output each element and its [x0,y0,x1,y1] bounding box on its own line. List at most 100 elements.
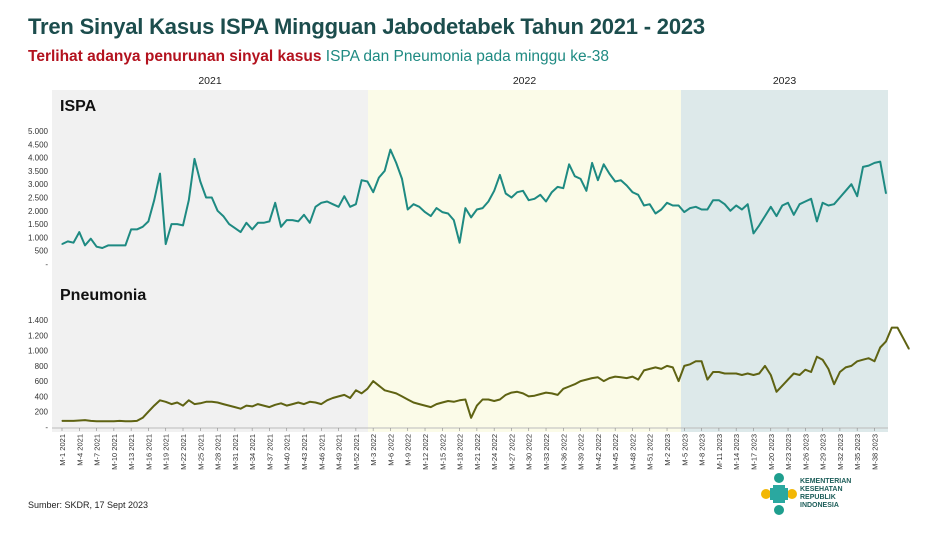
pneumonia-data-point [643,369,645,371]
pneumonia-data-point [418,403,420,405]
ispa-data-point [378,177,380,179]
ispa-data-point [61,243,63,245]
pneumonia-data-point [539,393,541,395]
pneumonia-data-point [366,388,368,390]
logo-line: KEMENTERIAN [800,478,852,485]
ispa-data-point [614,180,616,183]
pneumonia-data-point [147,411,149,413]
ispa-data-point [539,194,541,196]
ispa-data-point [533,198,536,200]
pneumonia-data-point [614,376,616,378]
pneumonia-data-point [384,389,386,391]
ispa-data-point [574,175,576,177]
ispa-data-point [885,192,887,195]
ispa-data-point [654,212,657,215]
ispa-data-point [862,166,864,168]
ispa-data-point [493,190,495,192]
pneumonia-data-point [78,419,80,422]
x-tick-label: M-31 2021 [231,434,240,470]
pneumonia-ytick-label: 400 [35,392,49,401]
ispa-data-point [159,173,161,175]
x-tick-label: M-27 2022 [508,434,517,470]
panel-title-pneumonia: Pneumonia [60,287,146,304]
x-tick-label: M-3 2022 [369,434,378,466]
pneumonia-data-point [320,403,322,405]
pneumonia-data-point [706,379,709,381]
ispa-data-point [372,191,374,193]
x-tick-label: M-18 2022 [456,434,465,470]
ispa-data-point [193,158,196,160]
ispa-data-point [130,228,132,230]
x-tick-label: M-12 2022 [421,434,430,470]
ispa-data-point [147,220,149,222]
ispa-data-point [257,222,259,224]
pneumonia-data-point [603,380,605,382]
ispa-data-point [176,223,178,225]
kemenkes-logo: KEMENTERIAN KESEHATAN REPUBLIK INDONESIA [760,472,910,522]
pneumonia-data-point [804,369,806,371]
ispa-data-point [234,227,236,229]
x-tick-label: M-32 2023 [836,434,845,470]
ispa-ytick-label: - [45,260,48,269]
pneumonia-data-point [361,392,363,394]
ispa-ytick-label: 2.000 [28,207,49,216]
pneumonia-data-point [303,403,305,405]
ispa-data-point [873,162,876,164]
ispa-data-point [188,199,190,201]
pneumonia-data-point [280,402,282,404]
pneumonia-data-point [597,376,599,378]
pneumonia-data-point [902,337,904,339]
pneumonia-data-point [487,398,489,401]
pneumonia-data-point [718,371,720,373]
x-tick-label: M-26 2023 [801,434,810,470]
pneumonia-data-point [199,402,201,404]
ispa-data-point [165,243,167,245]
ispa-data-point [441,211,443,213]
pneumonia-data-point [585,379,588,381]
x-tick-label: M-9 2022 [404,434,413,466]
pneumonia-data-point [868,357,870,359]
ispa-data-point [718,199,720,201]
x-tick-label: M-29 2023 [819,434,828,470]
ispa-ytick-label: 500 [35,247,49,256]
x-tick-label: M-1 2021 [58,434,67,466]
pneumonia-data-point [545,392,547,394]
pneumonia-data-point [678,380,680,382]
pneumonia-data-point [493,400,495,402]
ispa-data-point [482,207,484,209]
ispa-data-point [280,226,282,228]
ispa-data-point [240,231,242,233]
ispa-data-point [516,191,518,193]
pneumonia-data-point [142,417,144,419]
pneumonia-data-point [159,399,161,401]
pneumonia-data-point [724,372,726,375]
ispa-data-point [557,186,559,188]
ispa-data-point [389,149,391,151]
pneumonia-data-point [372,380,374,382]
ispa-data-point [84,244,86,246]
x-tick-label: M-34 2021 [248,434,257,470]
x-tick-label: M-5 2023 [680,434,689,466]
pneumonia-data-point [268,406,270,408]
ispa-ytick-label: 3.500 [28,167,49,176]
ispa-data-point [142,226,144,228]
ispa-data-point [124,244,126,246]
ispa-data-point [545,200,547,203]
ispa-data-point [418,206,420,208]
ispa-data-point [113,244,115,246]
x-tick-label: M-33 2022 [542,434,551,470]
pneumonia-data-point [84,419,86,421]
ispa-ytick-label: 4.000 [28,154,49,163]
ispa-data-point [868,165,870,167]
ispa-data-point [199,180,201,183]
ispa-data-point [833,203,835,205]
pneumonia-data-point [355,389,357,391]
ispa-data-point [72,242,75,244]
pneumonia-data-point [217,401,219,404]
ispa-data-point [245,222,247,224]
ispa-data-point [314,206,317,208]
pneumonia-data-point [827,368,830,370]
ispa-data-point [487,200,489,203]
ispa-data-point [689,207,691,209]
ispa-data-point [268,220,270,222]
